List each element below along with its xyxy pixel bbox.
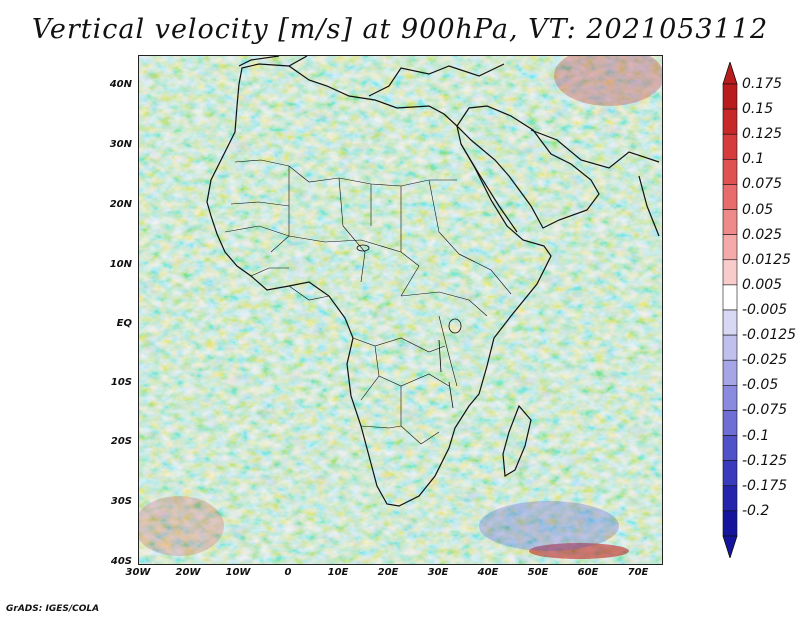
colorbar-segment xyxy=(723,109,737,134)
map-title: Vertical velocity [m/s] at 900hPa, VT: 2… xyxy=(0,14,800,45)
colorbar-segment xyxy=(723,84,737,109)
colorbar-label: 0.1 xyxy=(742,151,764,167)
colorbar-segment xyxy=(723,184,737,209)
lon-label-30e: 30E xyxy=(418,567,458,578)
colorbar-segment xyxy=(723,235,737,260)
colorbar-bottom-arrow xyxy=(723,536,737,558)
lat-label-30s: 30S xyxy=(92,496,132,507)
colorbar-segment xyxy=(723,210,737,235)
lon-label-60e: 60E xyxy=(568,567,608,578)
colorbar-label: 0.075 xyxy=(742,176,782,192)
lat-label-40s: 40S xyxy=(92,556,132,567)
lat-label-10n: 10N xyxy=(92,259,132,270)
colorbar-label: 0.025 xyxy=(742,227,782,243)
colorbar-segment xyxy=(723,285,737,310)
map-canvas xyxy=(139,56,662,564)
colorbar-segment xyxy=(723,385,737,410)
colorbar-label: -0.0125 xyxy=(742,327,796,343)
lon-label-10e: 10E xyxy=(318,567,358,578)
velocity-field-swirls xyxy=(139,56,662,564)
colorbar-label: -0.175 xyxy=(742,478,787,494)
colorbar-segment xyxy=(723,436,737,461)
colorbar-label: 0.0125 xyxy=(742,252,791,268)
lat-label-eq: EQ xyxy=(92,318,132,329)
lon-label-50e: 50E xyxy=(518,567,558,578)
credit-text: GrADS: IGES/COLA xyxy=(6,604,99,614)
colorbar-segment xyxy=(723,134,737,159)
colorbar-label: -0.1 xyxy=(742,428,769,444)
colorbar-label: -0.2 xyxy=(742,503,769,519)
colorbar-segment xyxy=(723,511,737,536)
map-panel xyxy=(138,55,663,565)
lat-label-30n: 30N xyxy=(92,139,132,150)
colorbar-segment xyxy=(723,310,737,335)
colorbar-label: -0.025 xyxy=(742,352,787,368)
colorbar-segment xyxy=(723,486,737,511)
colorbar-label: -0.125 xyxy=(742,453,787,469)
descent-south-patch xyxy=(479,501,619,551)
colorbar-label: 0.005 xyxy=(742,277,782,293)
colorbar-segment xyxy=(723,260,737,285)
colorbar-label: 0.05 xyxy=(742,202,773,218)
colorbar-segment xyxy=(723,335,737,360)
colorbar-label: 0.15 xyxy=(742,101,773,117)
colorbar-segment xyxy=(723,461,737,486)
lon-label-70e: 70E xyxy=(618,567,658,578)
colorbar xyxy=(718,62,742,558)
lat-label-10s: 10S xyxy=(92,377,132,388)
colorbar-top-arrow xyxy=(723,62,737,84)
colorbar-label: -0.05 xyxy=(742,377,778,393)
colorbar-label: 0.125 xyxy=(742,126,782,142)
lon-label-20w: 20W xyxy=(168,567,208,578)
lon-label-10w: 10W xyxy=(218,567,258,578)
lon-label-30w: 30W xyxy=(118,567,158,578)
colorbar-label: -0.075 xyxy=(742,402,787,418)
lat-label-20s: 20S xyxy=(92,436,132,447)
colorbar-segment xyxy=(723,159,737,184)
colorbar-label: 0.175 xyxy=(742,76,782,92)
lon-label-40e: 40E xyxy=(468,567,508,578)
lat-label-20n: 20N xyxy=(92,199,132,210)
colorbar-segment xyxy=(723,410,737,435)
colorbar-segment xyxy=(723,360,737,385)
colorbar-label: -0.005 xyxy=(742,302,787,318)
lon-label-0: 0 xyxy=(268,567,308,578)
lat-label-40n: 40N xyxy=(92,79,132,90)
lon-label-20e: 20E xyxy=(368,567,408,578)
